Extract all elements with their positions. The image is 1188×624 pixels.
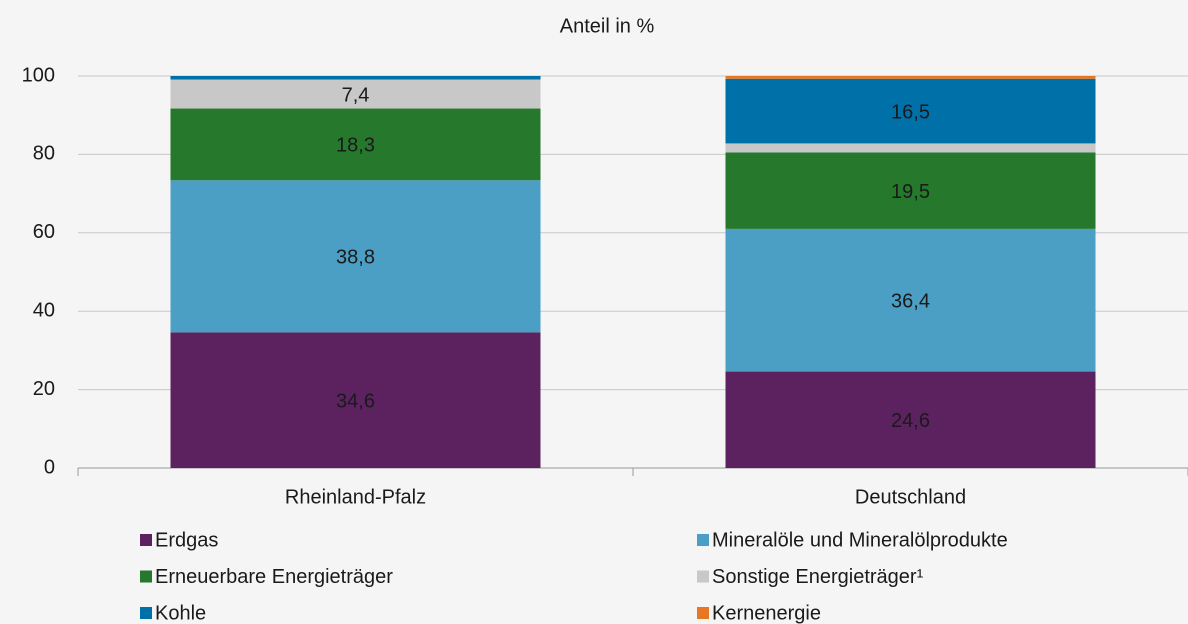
legend-swatch xyxy=(697,534,709,546)
bar-segment xyxy=(725,371,1096,468)
value-label: 36,4 xyxy=(891,291,930,313)
legend-swatch xyxy=(697,607,709,619)
bar-segment xyxy=(170,79,541,109)
value-label: 34,6 xyxy=(336,390,375,412)
y-tick-label: 60 xyxy=(33,221,55,243)
y-tick-label: 40 xyxy=(33,299,55,321)
bar-segment xyxy=(725,143,1096,153)
legend-label: Erdgas xyxy=(155,529,218,551)
legend-swatch xyxy=(140,607,152,619)
bar-segment xyxy=(725,76,1096,79)
value-label: 38,8 xyxy=(336,247,375,269)
legend-label: Kernenergie xyxy=(712,602,821,624)
legend-label: Erneuerbare Energieträger xyxy=(155,566,393,588)
legend-label: Kohle xyxy=(155,602,206,624)
y-tick-label: 20 xyxy=(33,378,55,400)
bar-segment xyxy=(725,228,1096,372)
value-label: 18,3 xyxy=(336,135,375,157)
value-label: 7,4 xyxy=(342,84,370,106)
value-label: 24,6 xyxy=(891,410,930,432)
y-tick-label: 100 xyxy=(22,64,55,86)
chart-title: Anteil in % xyxy=(560,15,655,37)
legend-label: Sonstige Energieträger¹ xyxy=(712,566,924,588)
x-tick-label: Deutschland xyxy=(855,486,966,508)
bar-segment xyxy=(170,76,541,80)
value-label: 19,5 xyxy=(891,181,930,203)
legend-label: Mineralöle und Mineralölprodukte xyxy=(712,529,1008,551)
x-tick-label: Rheinland-Pfalz xyxy=(285,486,426,508)
bar-segment xyxy=(170,180,541,333)
legend-swatch xyxy=(697,570,709,583)
bar-segment xyxy=(725,78,1096,144)
y-tick-label: 0 xyxy=(44,456,55,478)
bar-segment xyxy=(170,108,541,181)
y-tick-label: 80 xyxy=(33,143,55,165)
legend-swatch xyxy=(140,570,152,583)
value-label: 16,5 xyxy=(891,101,930,123)
legend-swatch xyxy=(140,534,152,546)
bar-segment xyxy=(170,332,541,468)
bar-segment xyxy=(725,152,1096,229)
